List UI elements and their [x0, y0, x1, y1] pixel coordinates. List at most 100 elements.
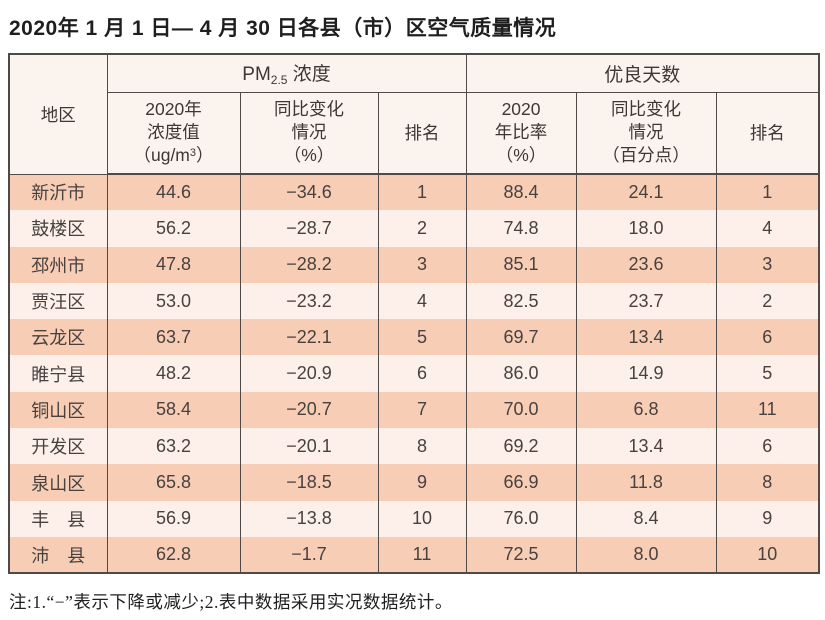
good-change-cell: 23.7	[575, 282, 717, 320]
air-quality-table: 地区 PM2.5 浓度 优良天数 2020年 浓度值 （ug/m3） 同比变化 …	[8, 53, 821, 575]
good-rank-cell: 9	[715, 500, 820, 537]
pm-change-cell: −28.2	[239, 246, 379, 283]
good-rate-cell: 82.5	[465, 282, 577, 320]
good-change-cell: 8.0	[575, 536, 717, 574]
table-header: 地区 PM2.5 浓度 优良天数 2020年 浓度值 （ug/m3） 同比变化 …	[8, 53, 820, 175]
good-change-cell: 13.4	[575, 319, 717, 356]
pm-value-cell: 62.8	[106, 536, 241, 574]
region-cell: 睢宁县	[8, 355, 108, 392]
table-row: 新沂市 44.6 −34.6 1 88.4 24.1 1	[8, 174, 820, 211]
page-title: 2020年 1 月 1 日— 4 月 30 日各县（市）区空气质量情况	[9, 17, 557, 40]
table-row: 泉山区 65.8 −18.5 9 66.9 11.8 8	[8, 464, 820, 501]
pm-value-header: 2020年 浓度值 （ug/m3）	[106, 91, 241, 175]
pm-rank-cell: 4	[377, 282, 467, 320]
region-cell: 云龙区	[8, 319, 108, 356]
good-change-cell: 13.4	[575, 428, 717, 465]
good-rank-cell: 10	[715, 536, 820, 574]
good-rate-cell: 88.4	[465, 174, 577, 211]
pm-rank-cell: 3	[377, 246, 467, 283]
good-rank-cell: 8	[715, 464, 820, 501]
region-cell: 丰 县	[8, 500, 108, 537]
good-rank-header: 排名	[715, 91, 820, 175]
pm25-label-prefix: PM	[242, 64, 271, 86]
region-cell: 开发区	[8, 428, 108, 465]
good-rank-cell: 11	[715, 391, 820, 429]
good-days-group-header: 优良天数	[465, 53, 820, 93]
pm-rank-cell: 6	[377, 355, 467, 392]
region-header-label: 地区	[40, 104, 76, 125]
pm-change-cell: −13.8	[239, 500, 379, 537]
pm-rank-cell: 7	[377, 391, 467, 429]
good-change-header: 同比变化 情况 （百分点）	[575, 91, 717, 175]
pm-change-cell: −34.6	[239, 174, 379, 211]
pm-value-cell: 58.4	[106, 391, 241, 429]
good-rate-cell: 69.7	[465, 319, 577, 356]
good-rate-cell: 86.0	[465, 355, 577, 392]
pm-rank-cell: 2	[377, 210, 467, 247]
region-cell: 邳州市	[8, 246, 108, 283]
good-change-cell: 24.1	[575, 174, 717, 211]
pm-value-cell: 63.2	[106, 428, 241, 465]
good-rate-cell: 85.1	[465, 246, 577, 283]
pm-rank-cell: 10	[377, 500, 467, 537]
pm-rank-cell: 5	[377, 319, 467, 356]
table-row: 睢宁县 48.2 −20.9 6 86.0 14.9 5	[8, 355, 820, 392]
good-rate-cell: 66.9	[465, 464, 577, 501]
good-rate-cell: 72.5	[465, 536, 577, 574]
region-cell: 鼓楼区	[8, 210, 108, 247]
table-row: 丰 县 56.9 −13.8 10 76.0 8.4 9	[8, 500, 820, 537]
good-change-cell: 23.6	[575, 246, 717, 283]
pm-change-cell: −20.9	[239, 355, 379, 392]
pm-change-cell: −28.7	[239, 210, 379, 247]
pm-change-cell: −1.7	[239, 536, 379, 574]
good-rate-header: 2020 年比率 （%）	[465, 91, 577, 175]
pm-change-cell: −20.7	[239, 391, 379, 429]
table-row: 铜山区 58.4 −20.7 7 70.0 6.8 11	[8, 391, 820, 429]
table-row: 沛 县 62.8 −1.7 11 72.5 8.0 10	[8, 536, 820, 574]
good-rank-cell: 2	[715, 282, 820, 320]
pm-change-header: 同比变化 情况 （%）	[239, 91, 379, 175]
pm-value-header-line2: 浓度值	[147, 122, 200, 143]
region-cell: 铜山区	[8, 391, 108, 429]
good-rank-cell: 3	[715, 246, 820, 283]
pm-value-cell: 53.0	[106, 282, 241, 320]
table-row: 邳州市 47.8 −28.2 3 85.1 23.6 3	[8, 246, 820, 283]
pm-value-cell: 56.9	[106, 500, 241, 537]
pm-change-cell: −23.2	[239, 282, 379, 320]
good-change-cell: 18.0	[575, 210, 717, 247]
table-row: 贾汪区 53.0 −23.2 4 82.5 23.7 2	[8, 282, 820, 320]
pm-value-cell: 44.6	[106, 174, 241, 211]
good-rank-cell: 5	[715, 355, 820, 392]
pm-value-cell: 56.2	[106, 210, 241, 247]
unit-superscript: 3	[189, 147, 197, 160]
pm-rank-header: 排名	[377, 91, 467, 175]
good-rate-cell: 70.0	[465, 391, 577, 429]
region-cell: 泉山区	[8, 464, 108, 501]
pm-change-cell: −18.5	[239, 464, 379, 501]
pm-value-cell: 48.2	[106, 355, 241, 392]
good-change-cell: 14.9	[575, 355, 717, 392]
pm-rank-cell: 1	[377, 174, 467, 211]
pm25-subscript: 2.5	[270, 73, 288, 88]
table-row: 云龙区 63.7 −22.1 5 69.7 13.4 6	[8, 319, 820, 356]
footnote: 注:1.“−”表示下降或减少;2.表中数据采用实况数据统计。	[9, 592, 453, 613]
region-cell: 贾汪区	[8, 282, 108, 320]
good-rate-cell: 74.8	[465, 210, 577, 247]
good-rate-cell: 69.2	[465, 428, 577, 465]
good-rate-cell: 76.0	[465, 500, 577, 537]
good-change-cell: 11.8	[575, 464, 717, 501]
good-rank-cell: 6	[715, 319, 820, 356]
pm-value-header-line1: 2020年	[145, 99, 202, 120]
pm-change-cell: −20.1	[239, 428, 379, 465]
region-cell: 新沂市	[8, 174, 108, 211]
region-cell: 沛 县	[8, 536, 108, 574]
pm-rank-cell: 9	[377, 464, 467, 501]
pm-change-cell: −22.1	[239, 319, 379, 356]
pm-value-cell: 65.8	[106, 464, 241, 501]
good-rank-cell: 4	[715, 210, 820, 247]
good-rank-cell: 6	[715, 428, 820, 465]
good-change-cell: 6.8	[575, 391, 717, 429]
pm25-group-header: PM2.5 浓度	[106, 53, 467, 93]
table-body: 新沂市 44.6 −34.6 1 88.4 24.1 1 鼓楼区 56.2 −2…	[8, 174, 820, 574]
